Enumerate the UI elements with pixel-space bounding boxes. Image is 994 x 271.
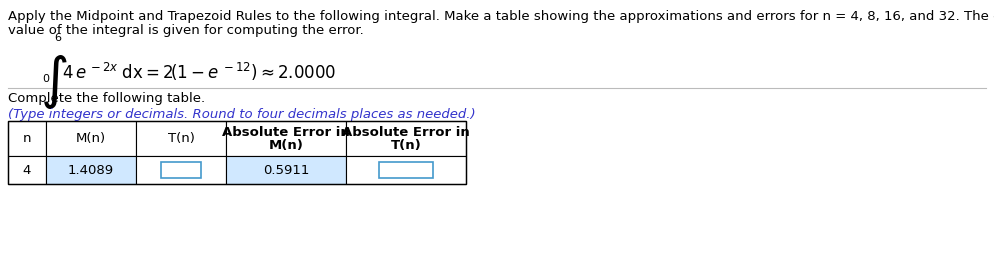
Text: 0: 0 <box>42 74 49 84</box>
Text: T(n): T(n) <box>168 132 195 145</box>
Bar <box>8 121 466 184</box>
Text: n: n <box>23 132 31 145</box>
Text: 6: 6 <box>54 33 61 43</box>
Text: M(n): M(n) <box>76 132 106 145</box>
Text: 0.5911: 0.5911 <box>262 163 309 176</box>
Text: M(n): M(n) <box>268 139 303 152</box>
Bar <box>136 156 226 184</box>
Bar <box>226 156 346 184</box>
Bar <box>226 121 346 156</box>
Text: Complete the following table.: Complete the following table. <box>8 92 205 105</box>
Text: Apply the Midpoint and Trapezoid Rules to the following integral. Make a table s: Apply the Midpoint and Trapezoid Rules t… <box>8 10 994 23</box>
Bar <box>161 162 201 178</box>
Text: T(n): T(n) <box>391 139 421 152</box>
Bar <box>8 121 46 156</box>
Bar <box>46 156 136 184</box>
Text: 1.4089: 1.4089 <box>68 163 114 176</box>
Bar <box>8 156 46 184</box>
Text: Absolute Error in: Absolute Error in <box>222 126 350 139</box>
Text: value of the integral is given for computing the error.: value of the integral is given for compu… <box>8 24 364 37</box>
Bar <box>346 121 466 156</box>
Text: 4: 4 <box>23 163 31 176</box>
Bar <box>346 156 466 184</box>
Bar <box>379 162 433 178</box>
Bar <box>136 121 226 156</box>
Text: $\int$: $\int$ <box>40 53 68 111</box>
Text: (Type integers or decimals. Round to four decimals places as needed.): (Type integers or decimals. Round to fou… <box>8 108 475 121</box>
Bar <box>46 121 136 156</box>
Text: Absolute Error in: Absolute Error in <box>342 126 470 139</box>
Text: $4\,e^{\,-2x}$$\;\mathrm{dx} = 2\!\left(1 - e^{\,-12}\right) \approx 2.0000$: $4\,e^{\,-2x}$$\;\mathrm{dx} = 2\!\left(… <box>62 61 336 83</box>
